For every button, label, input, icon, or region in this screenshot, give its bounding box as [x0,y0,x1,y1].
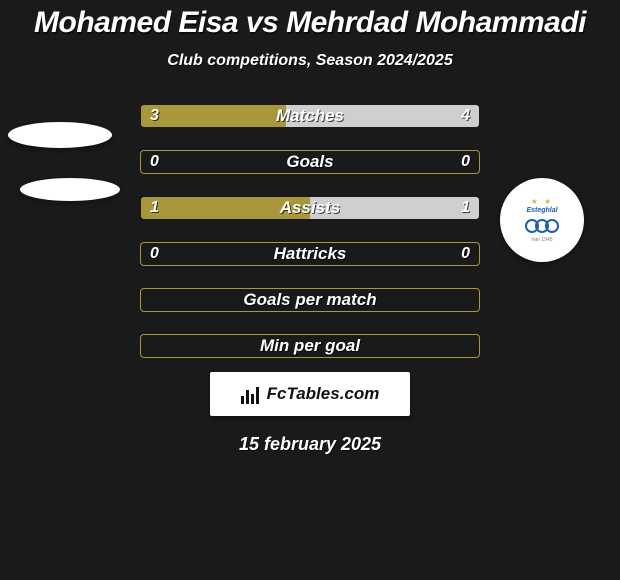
player-left-badge-2 [20,178,120,201]
stat-bar-left-segment [141,105,286,127]
stat-value-right: 1 [461,199,470,217]
player-right-club-badge: ★ ★ Esteghlal Iran 1945 [500,178,584,262]
stat-row: Min per goal [140,334,480,358]
brand-text: FcTables.com [267,384,380,404]
page-subtitle: Club competitions, Season 2024/2025 [0,52,620,70]
comparison-chart: Matches34Goals00Assists11Hattricks00Goal… [140,104,480,358]
stat-row: Hattricks 0 0 [140,242,480,266]
stat-row: Matches 3 4 [140,104,480,128]
stat-row: Goals per match [140,288,480,312]
stat-value-left: 1 [150,199,159,217]
stat-value-right: 0 [461,153,470,171]
stat-row: Assists 1 1 [140,196,480,220]
club-stars-icon: ★ ★ [531,197,554,206]
club-subtitle: Iran 1945 [531,237,552,243]
stat-value-left: 3 [150,107,159,125]
brand-chip: FcTables.com [210,372,410,416]
stat-label: Matches [276,106,344,126]
stat-label: Goals per match [243,290,376,310]
stat-label: Hattricks [274,244,347,264]
stat-value-left: 0 [150,245,159,263]
stat-value-right: 4 [461,107,470,125]
footer-date: 15 february 2025 [0,434,620,455]
stat-value-left: 0 [150,153,159,171]
club-name: Esteghlal [526,207,557,214]
stat-label: Min per goal [260,336,360,356]
club-rings-icon [525,216,559,236]
stat-row: Goals 0 0 [140,150,480,174]
player-left-badge-1 [8,122,112,148]
stat-label: Assists [280,198,340,218]
stat-label: Goals [286,152,333,172]
page-title: Mohamed Eisa vs Mehrdad Mohammadi [0,0,620,40]
bar-chart-icon [241,384,261,404]
stat-value-right: 0 [461,245,470,263]
